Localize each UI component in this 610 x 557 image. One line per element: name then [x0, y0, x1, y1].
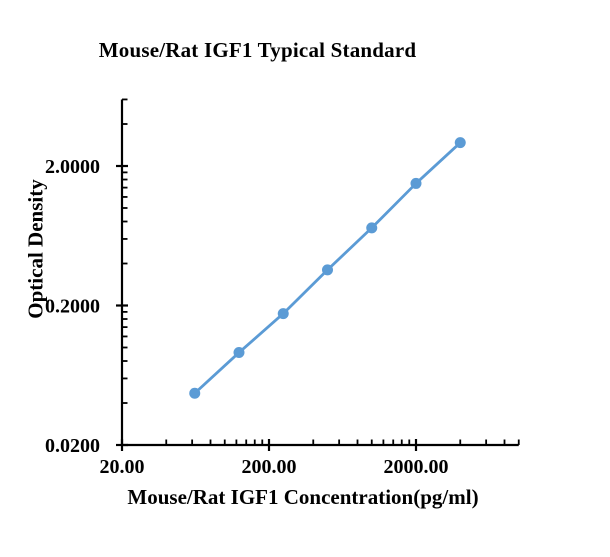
y-axis-title: Optical Density	[23, 179, 48, 319]
data-point	[410, 177, 422, 189]
data-point	[277, 308, 289, 320]
y-tick-label: 0.2000	[45, 296, 100, 318]
x-tick-label: 2000.00	[384, 456, 449, 478]
x-tick-label: 20.00	[100, 456, 145, 478]
y-tick-label: 0.0200	[45, 435, 100, 457]
data-point	[189, 387, 201, 399]
x-tick-label: 200.00	[242, 456, 297, 478]
data-point	[454, 137, 466, 149]
x-axis-title: Mouse/Rat IGF1 Concentration(pg/ml)	[127, 485, 479, 509]
data-point	[366, 222, 378, 234]
data-point	[321, 264, 333, 276]
chart-title: Mouse/Rat IGF1 Typical Standard	[98, 38, 417, 62]
data-point	[233, 347, 245, 359]
y-tick-label: 2.0000	[45, 156, 100, 178]
